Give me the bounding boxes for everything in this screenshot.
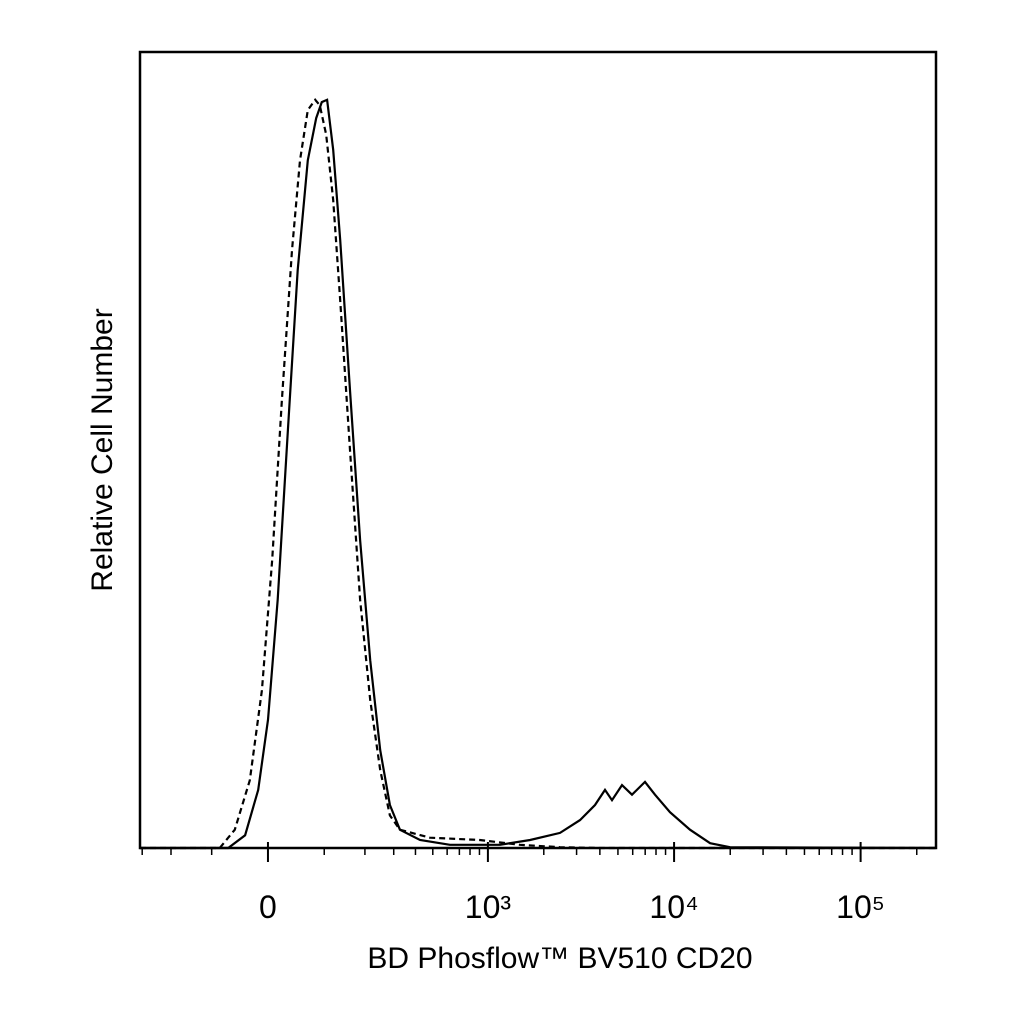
x-axis-label: BD Phosflow™ BV510 CD20	[367, 942, 752, 975]
x-tick-label: 0	[259, 889, 277, 925]
y-axis-label: Relative Cell Number	[86, 308, 119, 591]
x-tick-label: 10⁵	[836, 889, 885, 925]
plot-frame	[138, 50, 938, 850]
x-tick-label: 10⁴	[649, 889, 698, 925]
x-tick-label: 10³	[465, 889, 512, 925]
histogram-line	[140, 98, 937, 850]
histogram-line	[140, 98, 936, 850]
